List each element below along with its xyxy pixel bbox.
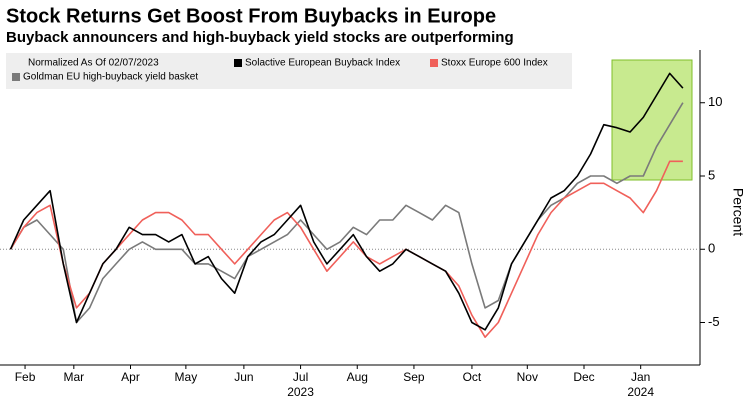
y-tick-label: -5 <box>708 314 720 329</box>
y-tick-label: 10 <box>708 94 722 109</box>
x-tick-label: Jun <box>234 370 253 384</box>
x-tick-label: Apr <box>121 370 140 384</box>
highlight-box <box>611 59 693 181</box>
y-axis-label: Percent <box>730 188 746 236</box>
legend-label: Goldman EU high-buyback yield basket <box>23 72 198 83</box>
legend-swatch <box>12 73 20 81</box>
series-line <box>9 102 684 324</box>
year-label: 2024 <box>627 385 654 399</box>
legend-box <box>6 53 572 89</box>
chart-subtitle: Buyback announcers and high-buyback yiel… <box>6 29 514 46</box>
year-label: 2023 <box>287 385 314 399</box>
series-line <box>9 72 684 331</box>
chart-title: Stock Returns Get Boost From Buybacks in… <box>6 5 496 27</box>
x-tick-label: Dec <box>573 370 594 384</box>
x-tick-label: May <box>175 370 198 384</box>
x-tick-label: Sep <box>403 370 425 384</box>
legend-swatch <box>234 59 242 67</box>
legend-swatch <box>430 59 438 67</box>
series-line <box>9 160 683 339</box>
legend-label: Stoxx Europe 600 Index <box>441 58 548 69</box>
legend-title: Normalized As Of 02/07/2023 <box>28 58 159 69</box>
x-tick-label: Feb <box>15 370 36 384</box>
legend-label: Solactive European Buyback Index <box>245 58 400 69</box>
x-tick-label: Oct <box>463 370 482 384</box>
y-tick-label: 0 <box>708 241 715 256</box>
x-tick-label: Jul <box>293 370 308 384</box>
x-tick-label: Nov <box>517 370 538 384</box>
y-tick-label: 5 <box>708 167 715 182</box>
x-tick-label: Aug <box>347 370 368 384</box>
x-tick-label: Mar <box>63 370 84 384</box>
x-tick-label: Jan <box>631 370 650 384</box>
